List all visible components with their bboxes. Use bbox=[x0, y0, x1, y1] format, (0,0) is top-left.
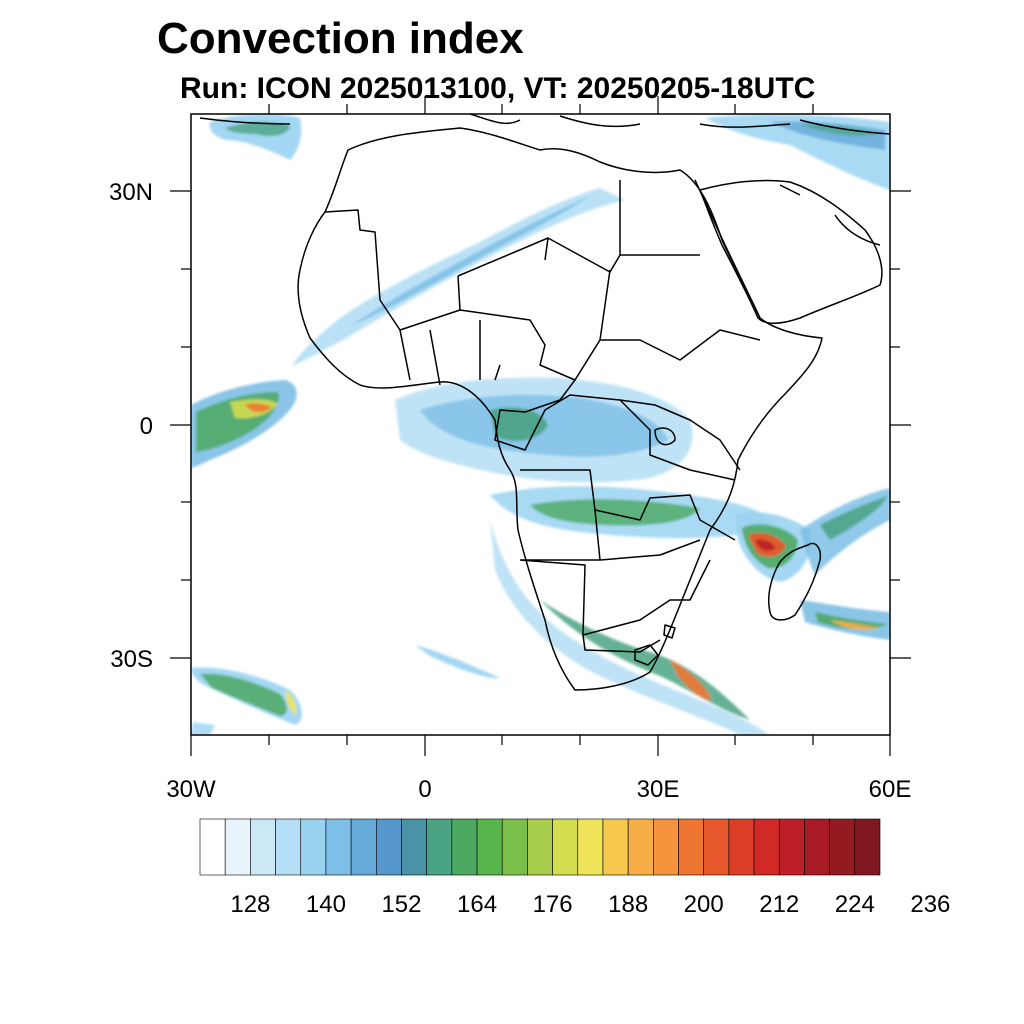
colorbar-swatch bbox=[829, 818, 856, 876]
africa-coastline bbox=[297, 127, 823, 691]
lat-label-30n: 30N bbox=[109, 179, 153, 206]
colorbar-label: 164 bbox=[457, 891, 497, 918]
colorbar-label: 236 bbox=[910, 891, 950, 918]
lon-label-0: 0 bbox=[418, 776, 431, 803]
colorbar-swatch bbox=[728, 818, 755, 876]
colorbar-swatch bbox=[678, 818, 705, 876]
lat-label-0: 0 bbox=[140, 413, 153, 440]
country-borders bbox=[324, 180, 761, 653]
colorbar-swatch bbox=[250, 818, 276, 876]
colorbar-swatch bbox=[527, 818, 553, 876]
colorbar-swatch bbox=[451, 818, 478, 876]
colorbar-swatch bbox=[627, 818, 654, 876]
colorbar-label: 212 bbox=[759, 891, 799, 918]
page-title: Convection index bbox=[157, 14, 524, 63]
colorbar-swatch bbox=[199, 818, 226, 876]
colorbar-label: 140 bbox=[306, 891, 346, 918]
colorbar-swatch bbox=[325, 818, 352, 876]
colorbar-swatch bbox=[804, 818, 830, 876]
coastlines-borders bbox=[199, 114, 890, 691]
convection-field bbox=[191, 114, 890, 735]
madagascar-coastline bbox=[768, 542, 822, 621]
field-band-sahara bbox=[292, 188, 625, 366]
lon-label-30e: 30E bbox=[637, 776, 680, 803]
colorbar-swatch bbox=[300, 818, 327, 876]
colorbar-label: 200 bbox=[684, 891, 724, 918]
colorbar-swatch bbox=[854, 818, 881, 876]
lon-label-30w: 30W bbox=[166, 776, 216, 803]
colorbar-swatch bbox=[426, 818, 453, 876]
arabia-coastline bbox=[699, 179, 883, 324]
lon-label-60e: 60E bbox=[869, 776, 912, 803]
colorbar-swatch bbox=[703, 818, 730, 876]
colorbar-label: 176 bbox=[533, 891, 573, 918]
colorbar-labels: 128 140 152 164 176 188 200 212 224 236 bbox=[230, 891, 950, 918]
colorbar-swatch bbox=[275, 818, 302, 876]
colorbar-swatch bbox=[476, 818, 503, 876]
colorbar-label: 188 bbox=[608, 891, 648, 918]
lat-label-30s: 30S bbox=[110, 646, 153, 673]
colorbar-swatch bbox=[401, 818, 427, 876]
page-subtitle: Run: ICON 2025013100, VT: 20250205-18UTC bbox=[180, 72, 816, 105]
colorbar-swatch bbox=[577, 818, 604, 876]
axis-ticks bbox=[170, 96, 911, 756]
colorbar-swatch bbox=[375, 818, 402, 876]
colorbar-swatch bbox=[653, 818, 679, 876]
colorbar-swatch bbox=[552, 818, 579, 876]
colorbar-label: 128 bbox=[230, 891, 270, 918]
colorbar-swatch bbox=[350, 818, 377, 876]
colorbar-swatch bbox=[501, 818, 528, 876]
lon-labels: 30W 0 30E 60E bbox=[166, 776, 911, 803]
colorbar-swatch bbox=[778, 818, 805, 876]
colorbar-swatch bbox=[224, 818, 251, 876]
lat-labels: 30N 0 30S bbox=[109, 179, 153, 673]
colorbar-swatch bbox=[602, 818, 629, 876]
colorbar-label: 224 bbox=[835, 891, 875, 918]
colorbar-label: 152 bbox=[381, 891, 421, 918]
colorbar-swatch bbox=[753, 818, 780, 876]
colorbar bbox=[199, 818, 881, 876]
